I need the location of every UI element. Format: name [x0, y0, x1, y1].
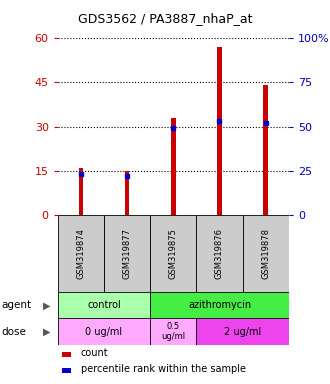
Bar	[125, 170, 129, 215]
Text: agent: agent	[2, 300, 32, 310]
Bar	[58, 292, 150, 318]
Bar	[171, 118, 176, 215]
Bar	[243, 215, 289, 292]
Bar	[62, 368, 71, 373]
Bar	[104, 215, 150, 292]
Text: azithromycin: azithromycin	[188, 300, 251, 310]
Text: GSM319876: GSM319876	[215, 228, 224, 279]
Bar	[150, 292, 289, 318]
Bar	[196, 318, 289, 344]
Bar	[196, 215, 243, 292]
Text: GSM319875: GSM319875	[169, 228, 178, 279]
Bar	[150, 318, 196, 344]
Text: 2 ug/ml: 2 ug/ml	[224, 326, 261, 336]
Bar	[62, 353, 71, 357]
Bar	[58, 215, 104, 292]
Bar	[217, 47, 222, 215]
Bar	[79, 168, 83, 215]
Text: GSM319877: GSM319877	[122, 228, 132, 279]
Text: dose: dose	[2, 326, 26, 336]
Text: 0.5
ug/ml: 0.5 ug/ml	[161, 322, 185, 341]
Text: 0 ug/ml: 0 ug/ml	[85, 326, 122, 336]
Text: ▶: ▶	[43, 300, 50, 310]
Text: GSM319878: GSM319878	[261, 228, 270, 279]
Text: GSM319874: GSM319874	[76, 228, 85, 279]
Bar	[150, 215, 196, 292]
Bar	[58, 318, 150, 344]
Text: count: count	[81, 348, 109, 358]
Text: ▶: ▶	[43, 326, 50, 336]
Bar	[263, 85, 268, 215]
Text: percentile rank within the sample: percentile rank within the sample	[81, 364, 246, 374]
Text: control: control	[87, 300, 121, 310]
Text: GDS3562 / PA3887_nhaP_at: GDS3562 / PA3887_nhaP_at	[78, 12, 252, 25]
